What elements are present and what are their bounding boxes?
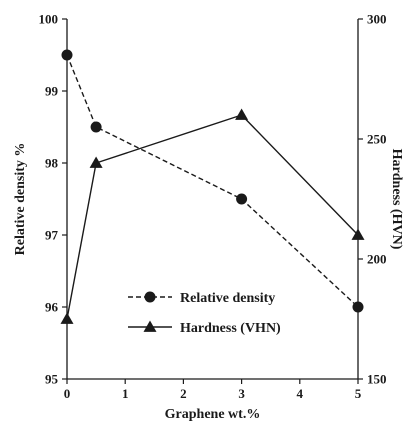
x-tick-label: 5 xyxy=(355,386,362,401)
hardness-point xyxy=(60,312,74,324)
x-tick-label: 3 xyxy=(238,386,245,401)
density-point xyxy=(352,301,364,313)
hardness-point xyxy=(89,156,103,168)
x-tick-label: 2 xyxy=(180,386,187,401)
y-right-tick-label: 200 xyxy=(367,252,387,267)
y-left-tick-label: 98 xyxy=(45,156,59,171)
y-left-tick-label: 97 xyxy=(45,228,59,243)
y-right-tick-label: 150 xyxy=(367,372,387,387)
series-line-1 xyxy=(66,114,359,320)
x-tick-label: 1 xyxy=(122,386,129,401)
y-left-axis-title: Relative density % xyxy=(13,143,28,256)
series-layer xyxy=(60,49,365,324)
legend-label-0: Relative density xyxy=(180,291,275,306)
density-point xyxy=(61,49,73,61)
legend: Relative density Hardness (VHN) xyxy=(128,291,281,336)
y-left-tick-label: 96 xyxy=(45,300,59,315)
x-tick-label: 4 xyxy=(297,386,304,401)
hardness-point xyxy=(351,228,365,240)
series-line-0 xyxy=(66,54,359,308)
legend-label-1: Hardness (VHN) xyxy=(180,321,281,336)
legend-triangle-marker xyxy=(143,320,157,332)
y-left-tick-label: 95 xyxy=(45,372,59,387)
y-right-tick-label: 300 xyxy=(367,12,387,27)
y-left-tick-label: 100 xyxy=(39,12,59,27)
density-point xyxy=(236,193,248,205)
density-point xyxy=(90,121,102,133)
y-right-tick-label: 250 xyxy=(367,132,387,147)
x-tick-label: 0 xyxy=(64,386,71,401)
legend-circle-marker xyxy=(144,291,156,303)
ticks: 0 1 2 3 4 5 95 96 97 98 99 100 150 200 250 300 xyxy=(39,12,387,402)
y-right-axis-title: Hardness (HVN) xyxy=(389,149,404,250)
y-left-tick-label: 99 xyxy=(45,84,59,99)
hardness-point xyxy=(235,108,249,120)
x-axis-title: Graphene wt.% xyxy=(165,407,261,422)
